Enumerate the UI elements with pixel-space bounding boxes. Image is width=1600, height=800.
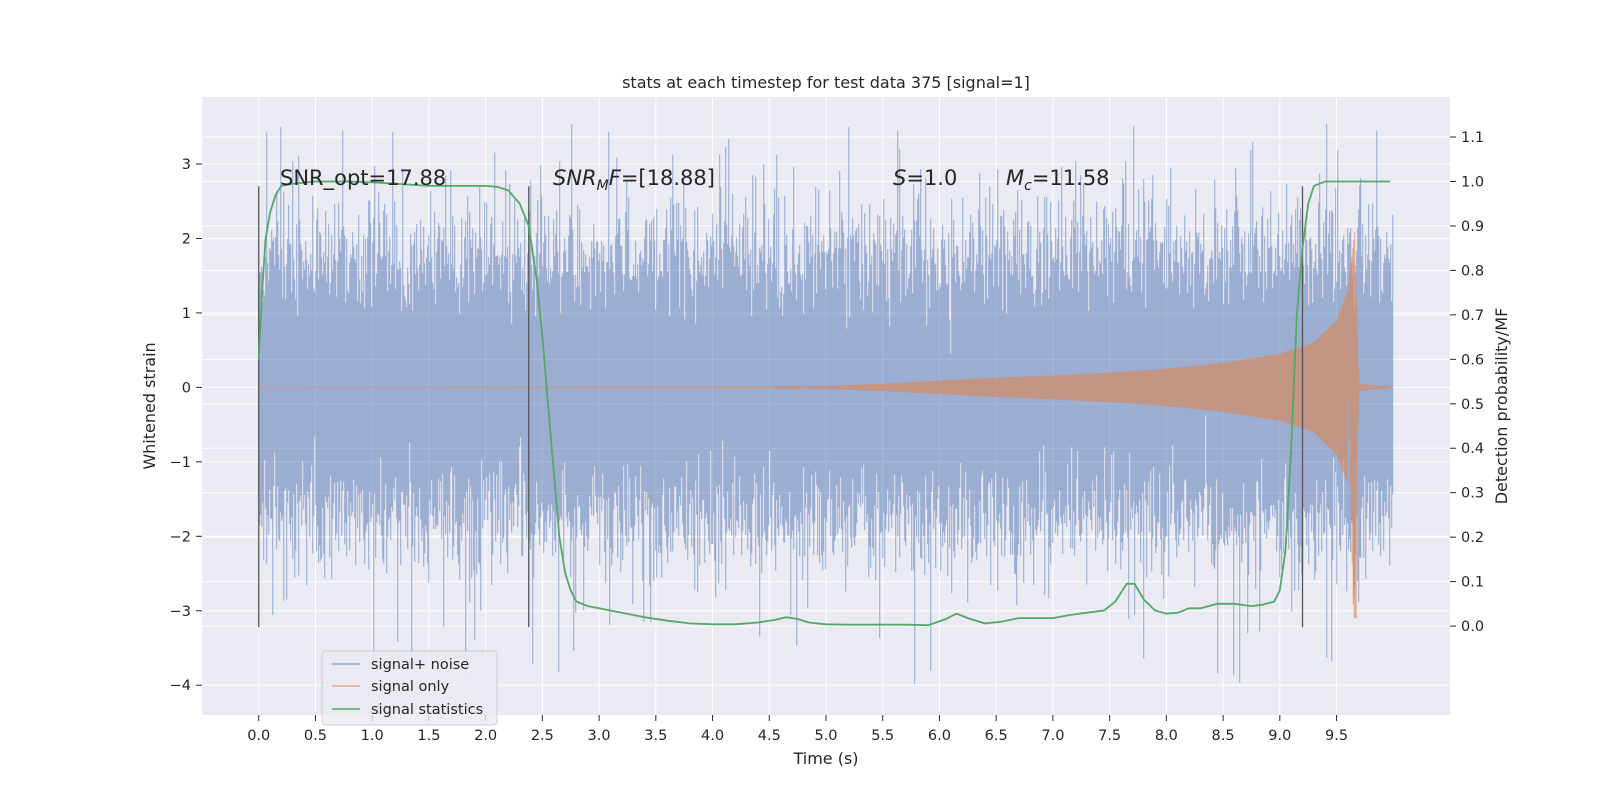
x-tick-label: 8.5 (1212, 728, 1235, 744)
y-right-tick-label: 1.1 (1461, 130, 1484, 146)
x-tick-label: 2.0 (474, 728, 497, 744)
y-right-tick-label: 0.2 (1461, 530, 1484, 546)
y-right-axis-label: Detection probability/MF (1492, 308, 1511, 505)
x-tick-label: 1.5 (417, 728, 440, 744)
mc-sub: c (1024, 178, 1032, 194)
snr-mf-tail: F (609, 166, 622, 190)
x-tick-label: 6.0 (928, 728, 951, 744)
s-value: =1.0 (906, 166, 957, 190)
x-tick-label: 0.0 (247, 728, 270, 744)
x-tick-label: 7.5 (1098, 728, 1121, 744)
x-tick-label: 5.0 (814, 728, 837, 744)
x-tick-label: 7.0 (1041, 728, 1064, 744)
y-right-tick-label: 0.6 (1461, 352, 1484, 368)
y-tick-label: 3 (182, 157, 191, 173)
legend: signal+ noise signal only signal statist… (321, 650, 498, 726)
x-axis-ticks: 0.0 0.5 1.0 1.5 2.0 2.5 3.0 3.5 4.0 4.5 5.0 5.5 6.0 6… (247, 715, 1348, 744)
annotation-s: S=1.0 (893, 166, 957, 190)
y-tick-label: −1 (170, 455, 191, 471)
y-tick-label: −2 (170, 529, 191, 545)
y-right-tick-label: 0.9 (1461, 219, 1484, 235)
mc-main: M (1006, 166, 1024, 190)
snr-mf-sub: M (597, 178, 609, 194)
legend-label-signal-noise: signal+ noise (371, 657, 469, 673)
x-tick-label: 1.0 (361, 728, 384, 744)
y-right-tick-label: 0.1 (1461, 575, 1484, 591)
y-tick-label: 0 (182, 380, 191, 396)
legend-label-signal-only: signal only (371, 679, 450, 695)
snr-mf-value: =[18.88] (621, 166, 715, 190)
x-tick-label: 4.5 (758, 728, 781, 744)
x-axis-label: Time (s) (792, 749, 858, 768)
y-right-axis-ticks: 0.0 0.1 0.2 0.3 0.4 0.5 0.6 0.7 0.8 0.9 1.0 1.1 (1450, 130, 1484, 635)
x-tick-label: 2.5 (531, 728, 554, 744)
y-tick-label: 2 (182, 231, 191, 247)
y-right-tick-label: 0.3 (1461, 486, 1484, 502)
x-tick-label: 3.0 (588, 728, 611, 744)
annotation-mc: Mc=11.58 (1006, 166, 1110, 194)
annotation-snr-mf: SNRMF=[18.88] (553, 166, 715, 194)
legend-box (321, 650, 498, 726)
y-tick-label: 1 (182, 306, 191, 322)
annotation-snr-opt: SNR_opt=17.88 (280, 166, 446, 191)
snr-mf-main: SNR (553, 166, 597, 190)
signal-only-series (258, 231, 1394, 619)
y-right-tick-label: 0.4 (1461, 441, 1484, 457)
s-main: S (893, 166, 906, 190)
y-tick-label: −3 (170, 604, 191, 620)
x-tick-label: 5.5 (871, 728, 894, 744)
y-right-tick-label: 0.0 (1461, 619, 1484, 635)
signal-statistics-line (257, 180, 1390, 627)
y-right-tick-label: 0.5 (1461, 397, 1484, 413)
y-right-tick-label: 0.8 (1461, 263, 1484, 279)
x-tick-label: 9.0 (1268, 728, 1291, 744)
x-tick-label: 3.5 (644, 728, 667, 744)
y-axis-label: Whitened strain (140, 342, 159, 469)
y-axis-ticks: −4 −3 −2 −1 0 1 2 3 (170, 157, 202, 694)
x-tick-label: 9.5 (1325, 728, 1348, 744)
signal-statistics-series (257, 180, 1390, 627)
y-tick-label: −4 (170, 678, 191, 694)
y-right-tick-label: 1.0 (1461, 174, 1484, 190)
x-tick-label: 0.5 (304, 728, 327, 744)
x-tick-label: 8.0 (1155, 728, 1178, 744)
chart-title: stats at each timestep for test data 375… (622, 73, 1030, 92)
signal-only-trace (258, 231, 1394, 619)
mc-value: =11.58 (1032, 166, 1110, 190)
legend-label-signal-statistics: signal statistics (371, 702, 483, 718)
y-right-tick-label: 0.7 (1461, 308, 1484, 324)
vertical-markers (258, 186, 1304, 628)
x-tick-label: 4.0 (701, 728, 724, 744)
x-tick-label: 6.5 (985, 728, 1008, 744)
